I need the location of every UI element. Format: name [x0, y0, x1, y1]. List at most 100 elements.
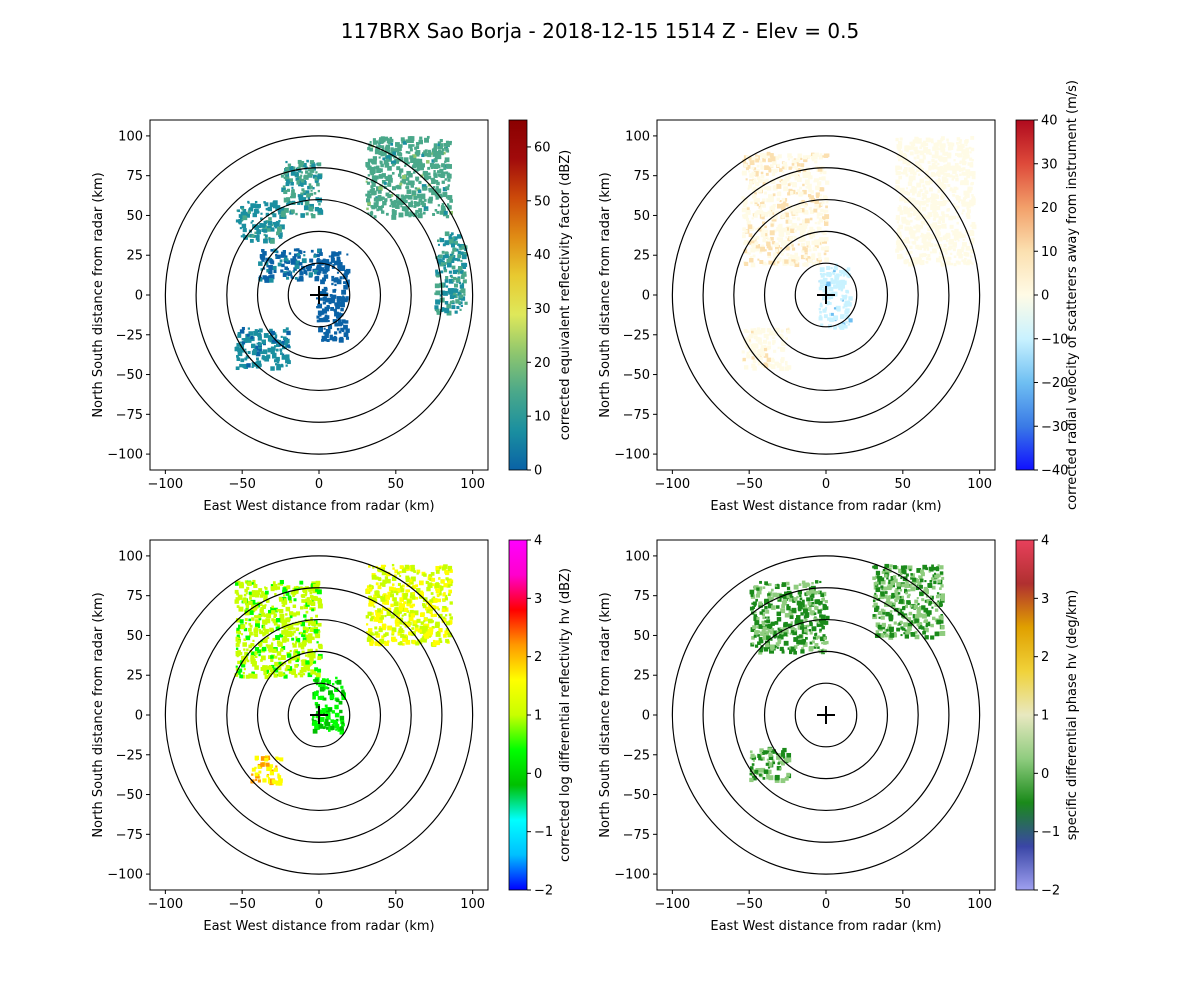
echo-cell — [460, 304, 463, 307]
echo-cell — [278, 673, 283, 677]
echo-cell — [311, 163, 316, 168]
echo-cell — [912, 192, 915, 196]
echo-cell — [264, 590, 269, 595]
echo-cell — [298, 249, 302, 254]
echo-cell — [924, 176, 928, 179]
echo-cell — [399, 611, 402, 614]
echo-cell — [273, 269, 277, 274]
echo-cell — [772, 160, 777, 166]
echo-cell — [776, 605, 780, 609]
echo-cell — [903, 154, 908, 159]
echo-cell — [783, 164, 788, 168]
echo-cell — [267, 755, 270, 759]
echo-cell — [431, 577, 436, 582]
echo-cell — [341, 689, 345, 693]
echo-cell — [962, 167, 966, 171]
colorbar-tick-label: −30 — [1041, 420, 1068, 435]
echo-cell — [382, 567, 385, 571]
echo-cell — [792, 223, 797, 228]
echo-cell — [806, 624, 810, 628]
echo-cell — [930, 205, 936, 211]
echo-cell — [416, 164, 420, 168]
echo-cell — [236, 639, 241, 644]
echo-cell — [931, 158, 935, 163]
echo-cell — [801, 599, 805, 603]
echo-cell — [940, 136, 945, 141]
echo-cell — [318, 317, 324, 323]
echo-cell — [411, 564, 415, 569]
echo-cell — [418, 208, 423, 212]
echo-cell — [244, 348, 247, 351]
echo-cell — [791, 254, 796, 260]
echo-cell — [940, 614, 943, 617]
echo-cell — [750, 262, 756, 268]
echo-cell — [254, 200, 258, 204]
echo-cell — [913, 225, 917, 229]
echo-cell — [781, 649, 785, 652]
echo-cell — [427, 583, 433, 588]
echo-cell — [247, 327, 250, 330]
y-axis-label: North South distance from radar (km) — [91, 592, 106, 837]
echo-cell — [245, 674, 250, 679]
echo-cell — [962, 260, 967, 264]
echo-cell — [390, 194, 394, 197]
echo-cell — [260, 268, 264, 271]
echo-cell — [829, 286, 832, 289]
echo-cell — [755, 187, 761, 193]
echo-cell — [335, 721, 338, 725]
echo-cell — [292, 270, 296, 273]
echo-cell — [786, 253, 790, 257]
echo-cell — [961, 171, 966, 176]
echo-cell — [947, 142, 952, 147]
echo-cell — [268, 265, 273, 270]
echo-cell — [375, 582, 379, 586]
echo-cell — [804, 618, 808, 622]
echo-cell — [804, 218, 810, 224]
echo-cell — [423, 206, 429, 212]
echo-cell — [250, 221, 253, 224]
echo-cell — [918, 625, 923, 630]
echo-cell — [747, 241, 752, 245]
y-tick-label: 25 — [633, 249, 650, 264]
echo-cell — [414, 625, 419, 629]
echo-cell — [249, 596, 252, 600]
echo-cell — [411, 165, 415, 169]
echo-cell — [886, 598, 890, 602]
echo-cell — [289, 271, 292, 274]
echo-cell — [284, 260, 287, 264]
echo-cell — [252, 224, 257, 229]
echo-cell — [322, 337, 327, 342]
echo-cell — [368, 166, 371, 170]
echo-cell — [327, 707, 333, 712]
echo-cell — [267, 777, 270, 780]
echo-cell — [303, 205, 309, 211]
echo-cell — [281, 604, 284, 607]
echo-cell — [422, 573, 425, 576]
echo-cell — [821, 642, 824, 645]
y-tick-label: 50 — [633, 209, 650, 224]
echo-cell — [325, 718, 329, 723]
echo-cell — [443, 146, 447, 150]
echo-cell — [940, 195, 945, 200]
echo-cell — [898, 150, 903, 155]
echo-cell — [785, 231, 791, 236]
echo-cell — [288, 178, 293, 183]
echo-cell — [274, 363, 278, 366]
echo-cell — [437, 243, 440, 246]
echo-cell — [764, 605, 768, 610]
echo-cell — [815, 580, 819, 584]
echo-cell — [771, 596, 774, 600]
echo-cell — [255, 593, 260, 598]
echo-cell — [422, 604, 427, 609]
echo-cell — [336, 314, 340, 319]
echo-cell — [926, 248, 930, 251]
echo-cell — [920, 253, 924, 257]
echo-cell — [290, 590, 295, 595]
range-ring — [256, 230, 382, 360]
echo-cell — [286, 585, 291, 590]
echo-cell — [284, 346, 287, 349]
echo-cell — [932, 601, 935, 605]
echo-cell — [821, 597, 825, 602]
echo-cell — [261, 339, 266, 344]
echo-cell — [331, 682, 335, 686]
